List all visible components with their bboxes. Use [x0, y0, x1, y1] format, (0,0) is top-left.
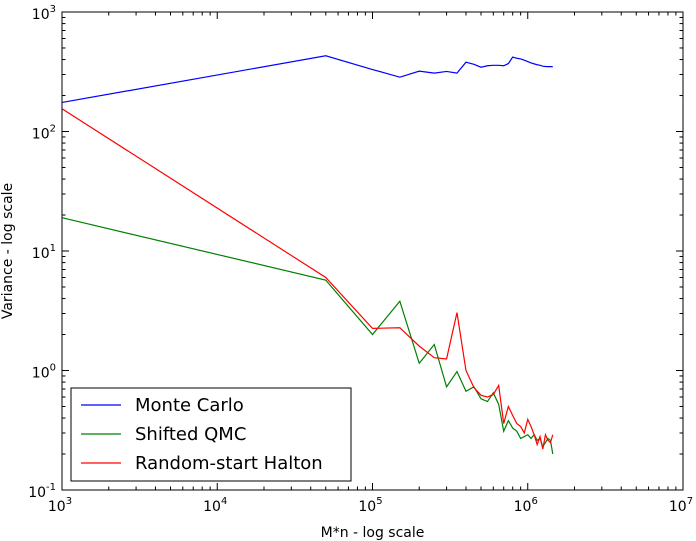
legend-label: Random-start Halton: [135, 453, 323, 474]
series-line-random-start-halton: [61, 108, 554, 450]
x-tick-label: 106: [514, 496, 538, 515]
x-axis-label: M*n - log scale: [321, 525, 425, 541]
y-tick-label: 102: [32, 124, 56, 143]
tick-layer: 103 104 105 106 107 10-1 100 101 102 103: [28, 4, 693, 515]
legend: Monte Carlo Shifted QMC Random-start Halto…: [70, 387, 352, 482]
x-tick-label: 104: [203, 496, 227, 515]
x-tick-label: 105: [358, 496, 382, 515]
series-line-monte-carlo: [61, 55, 553, 104]
legend-label: Monte Carlo: [135, 395, 244, 416]
x-tick-label: 107: [669, 496, 693, 515]
y-tick-label: 103: [32, 4, 56, 23]
x-tick-label: 103: [48, 496, 72, 515]
y-tick-label: 10-1: [28, 482, 56, 501]
y-tick-label: 100: [32, 363, 56, 382]
legend-label: Shifted QMC: [135, 424, 246, 445]
series-layer: [61, 55, 554, 455]
y-tick-label: 101: [32, 243, 56, 262]
y-axis-label: Variance - log scale: [0, 183, 16, 319]
